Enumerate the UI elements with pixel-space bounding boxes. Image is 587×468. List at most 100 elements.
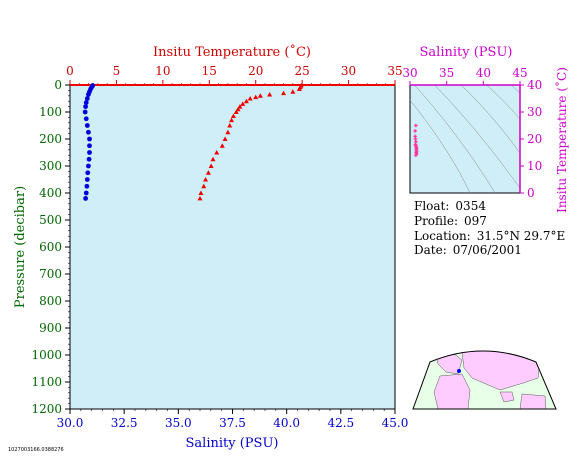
- pressure-tick-label: 1100: [31, 375, 62, 389]
- temperature-point: [257, 93, 263, 98]
- ts-point: [414, 153, 418, 157]
- temperature-tick-label: 10: [155, 64, 170, 78]
- africa-land: [433, 373, 471, 409]
- pressure-tick-label: 300: [39, 159, 62, 173]
- density-contours: [410, 85, 520, 193]
- temperature-point: [214, 150, 220, 155]
- salinity-tick-label: 32.5: [111, 416, 138, 430]
- temperature-point: [210, 156, 216, 162]
- pressure-tick-label: 500: [39, 213, 62, 227]
- temperature-point: [235, 106, 241, 112]
- ts-point: [414, 123, 418, 128]
- ts-series: [413, 123, 419, 157]
- location-map: [412, 350, 557, 410]
- pressure-tick-label: 800: [39, 294, 62, 308]
- ts-plot-area: [409, 84, 521, 194]
- density-contour: [434, 85, 520, 189]
- temperature-tick-label: 35: [387, 64, 402, 78]
- location-label: Location:: [414, 229, 471, 243]
- temperature-axis-title: Insitu Temperature (˚C): [153, 44, 311, 60]
- salinity-point: [84, 177, 90, 182]
- temperature-tick-label: 15: [202, 64, 217, 78]
- australia-land: [519, 393, 547, 409]
- pressure-tick-label: 1200: [31, 402, 62, 416]
- salinity-series: [82, 83, 96, 201]
- temperature-point: [233, 109, 239, 114]
- temperature-point: [205, 170, 211, 175]
- temperature-axis-ticks: 0 5 10 15 20 25 30 35: [66, 64, 403, 85]
- ts-temperature-axis-title: Insitu Temperature (˚C): [554, 67, 569, 213]
- temperature-point: [290, 89, 296, 94]
- pressure-tick-label: 700: [39, 267, 62, 281]
- salinity-point: [85, 170, 91, 176]
- temperature-point: [253, 94, 259, 100]
- temperature-tick-label: 20: [248, 64, 263, 78]
- ts-temperature-tick-label: 40: [527, 78, 542, 92]
- location-value: 31.5°N 29.7°E: [476, 229, 566, 243]
- salinity-axis-ticks: 30.0 32.5 35.0 37.5 40.0 42.5 45.0: [57, 409, 409, 430]
- salinity-point: [83, 104, 88, 109]
- salinity-tick-label: 45.0: [382, 416, 409, 430]
- ts-salinity-axis-title: Salinity (PSU): [420, 45, 513, 60]
- map-border: [412, 350, 557, 410]
- salinity-point: [84, 123, 90, 128]
- density-contour: [510, 85, 520, 94]
- salinity-point: [82, 109, 88, 115]
- salinity-point: [87, 150, 92, 155]
- temperature-point: [229, 117, 235, 123]
- float-location-marker: [457, 369, 461, 373]
- temperature-point: [227, 123, 233, 128]
- salinity-point: [84, 183, 90, 189]
- profile-label: Profile:: [414, 214, 459, 228]
- temperature-point: [208, 163, 214, 168]
- salinity-point: [84, 96, 90, 101]
- ts-salinity-ticks: 30 35 40 45: [402, 66, 528, 85]
- temperature-tick-label: 25: [295, 64, 310, 78]
- density-contour: [460, 85, 520, 154]
- density-contour: [410, 99, 471, 193]
- profile-plot: 0 5 10 15 20 25 30 35 30.0 32.5 35.0 37.5 40.0 42.5 4…: [13, 44, 408, 451]
- ts-salinity-tick-label: 45: [512, 66, 527, 80]
- temperature-point: [267, 91, 273, 97]
- temperature-tick-label: 5: [113, 64, 121, 78]
- temperature-series: [197, 83, 304, 201]
- temperature-point: [240, 101, 246, 106]
- date-info: Date: 07/06/2001: [414, 243, 522, 257]
- temperature-point: [225, 129, 231, 135]
- temperature-point: [296, 86, 302, 92]
- ts-temperature-tick-label: 30: [527, 105, 542, 119]
- ts-temperature-ticks: 0 10 20 30 40: [520, 78, 542, 200]
- temperature-point: [203, 177, 209, 182]
- pressure-tick-label: 900: [39, 321, 62, 335]
- ts-temperature-tick-label: 20: [527, 132, 542, 146]
- temperature-point: [219, 143, 225, 148]
- ts-salinity-tick-label: 30: [402, 66, 417, 80]
- temperature-point: [230, 113, 236, 119]
- ts-salinity-tick-label: 40: [476, 66, 491, 80]
- salinity-point: [87, 136, 92, 142]
- pressure-axis-title: Pressure (decibar): [13, 186, 28, 308]
- salinity-point: [83, 100, 89, 105]
- pressure-tick-label: 200: [39, 132, 62, 146]
- ts-point: [413, 129, 417, 133]
- ts-salinity-tick-label: 35: [439, 66, 454, 80]
- salinity-tick-label: 40.0: [273, 416, 300, 430]
- temperature-point: [197, 195, 203, 201]
- float-info: Float: 0354: [414, 199, 486, 213]
- salinity-point: [86, 129, 91, 135]
- pressure-tick-label: 600: [39, 240, 62, 254]
- ts-temperature-tick-label: 0: [527, 186, 535, 200]
- salinity-axis-title: Salinity (PSU): [186, 436, 279, 451]
- temperature-point: [222, 136, 228, 141]
- float-label: Float:: [414, 199, 450, 213]
- profile-info: Profile: 097: [414, 214, 487, 228]
- salinity-point: [86, 163, 91, 169]
- pressure-axis-ticks: 0 100 200 300 400 500 600 700 800 900 1000 1100 1200: [31, 78, 70, 416]
- pressure-tick-label: 0: [54, 78, 62, 92]
- temperature-tick-label: 30: [341, 64, 356, 78]
- temperature-point: [198, 190, 204, 195]
- pressure-tick-label: 100: [39, 105, 62, 119]
- location-info: Location: 31.5°N 29.7°E: [414, 229, 565, 243]
